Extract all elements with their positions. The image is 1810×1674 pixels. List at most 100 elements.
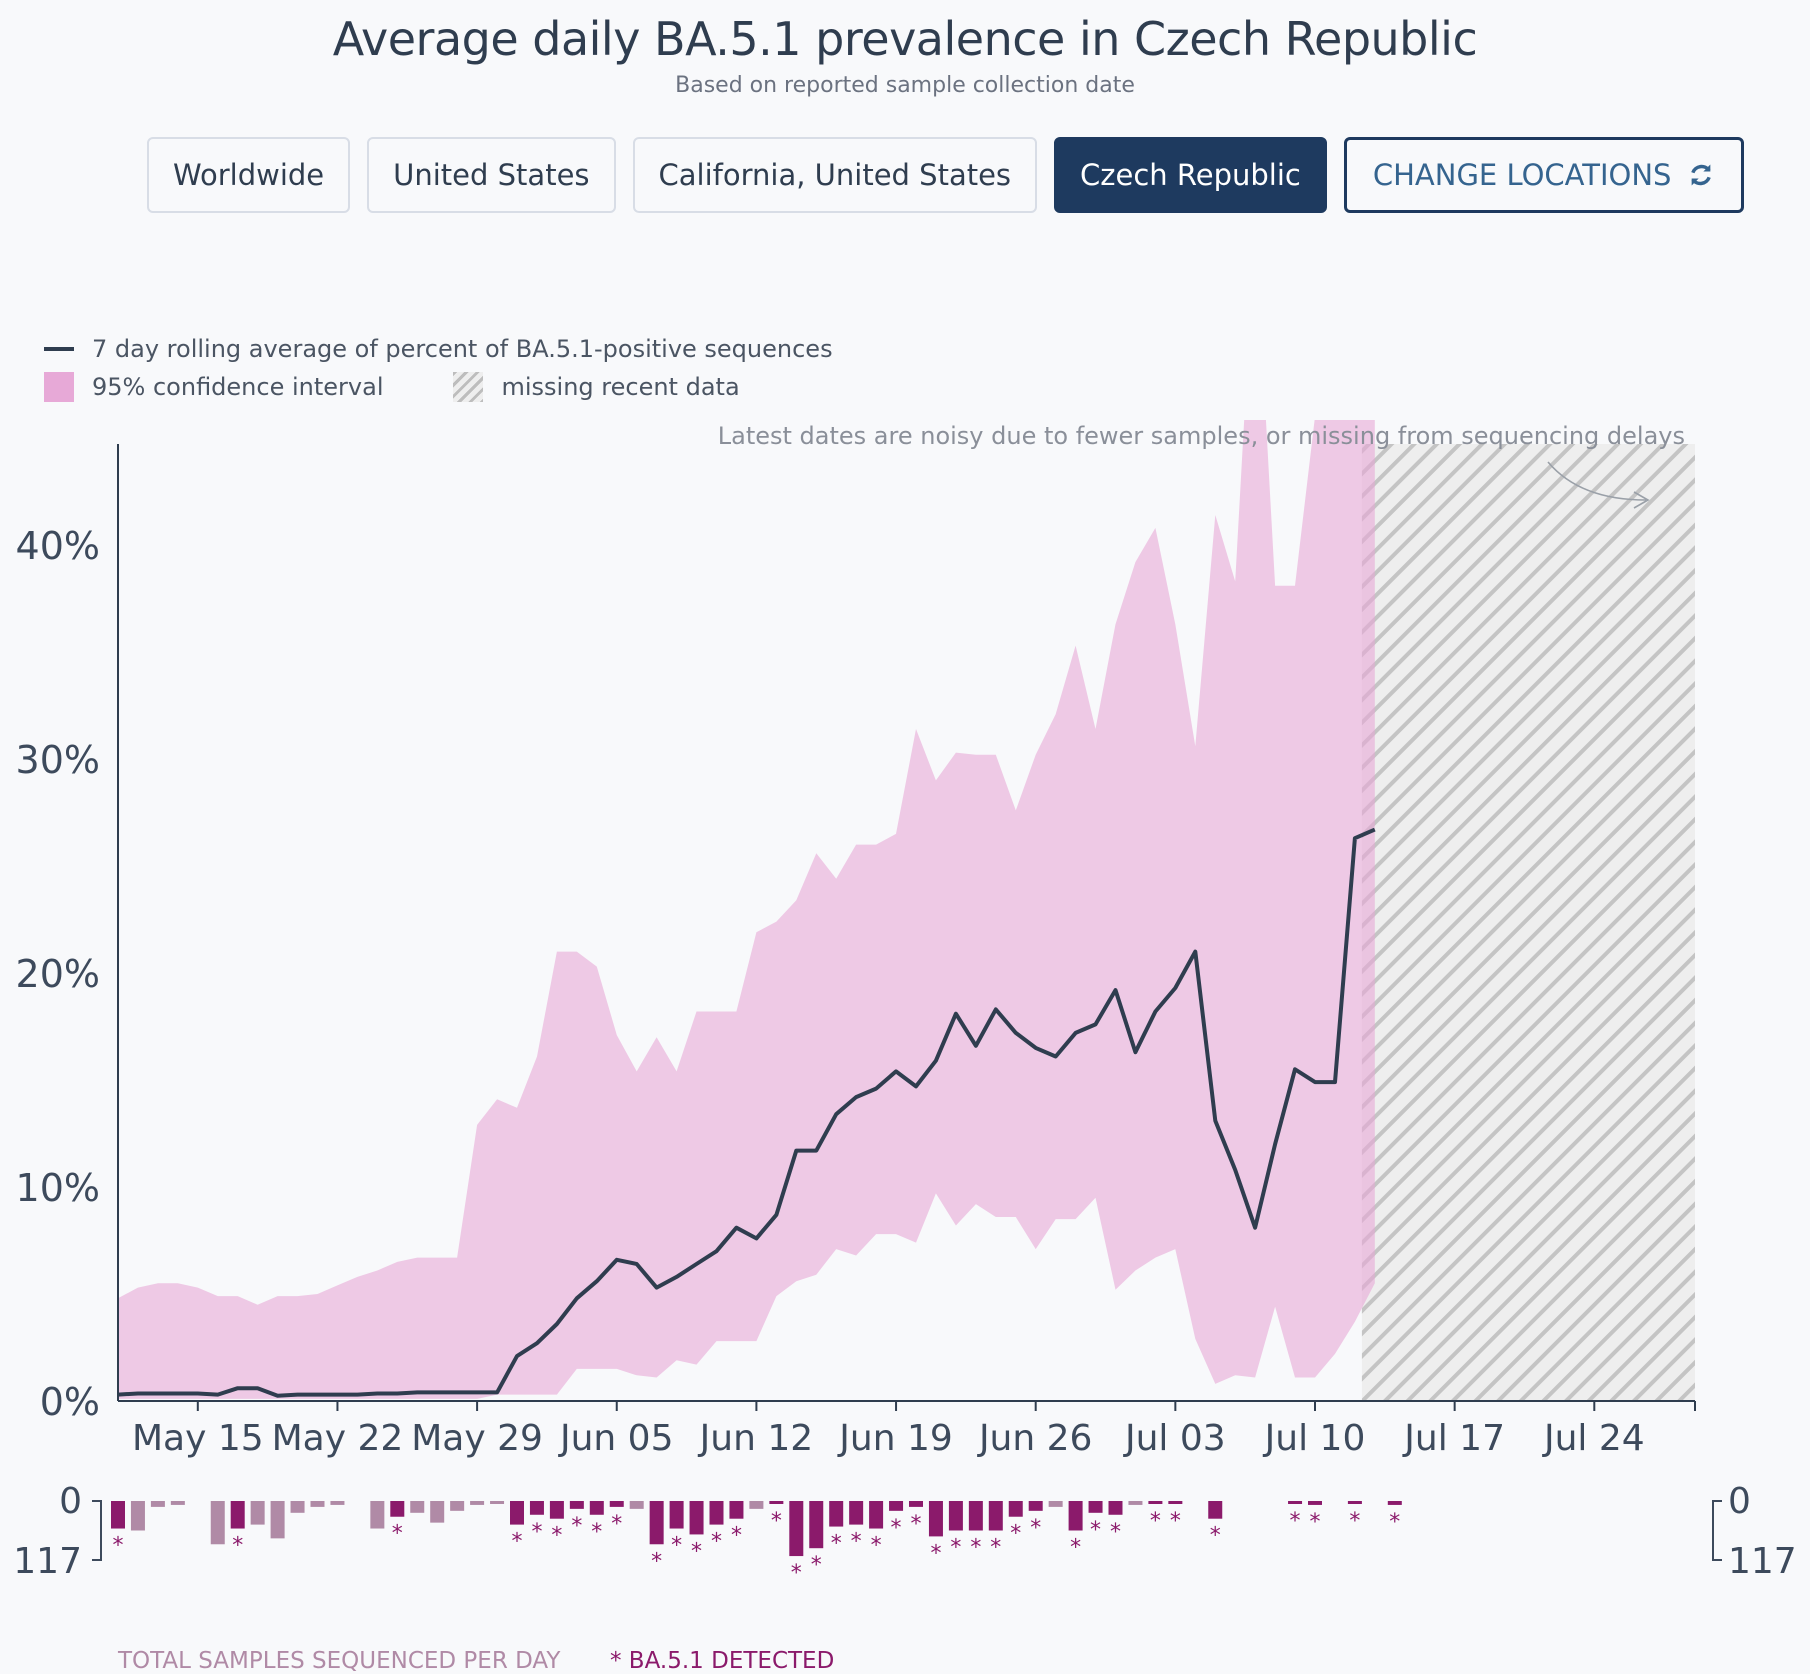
change-locations-label: CHANGE LOCATIONS	[1372, 158, 1672, 192]
location-button-california[interactable]: California, United States	[632, 137, 1038, 213]
detected-marker: *	[950, 1536, 961, 1561]
legend-line-entry: 7 day rolling average of percent of BA.5…	[44, 330, 833, 368]
annotation-arrow	[1547, 461, 1647, 501]
sample-bar	[330, 1501, 345, 1505]
sample-bar	[749, 1501, 764, 1509]
confidence-interval-band	[118, 420, 1375, 1399]
location-button-row: Worldwide United States California, Unit…	[147, 137, 1745, 213]
x-tick-label: Jun 26	[977, 1418, 1093, 1459]
sample-bar	[869, 1501, 884, 1529]
detected-marker: *	[113, 1534, 124, 1559]
sample-bar	[629, 1501, 644, 1509]
sample-bar	[390, 1501, 405, 1517]
detected-marker: *	[711, 1530, 722, 1555]
detected-marker: *	[811, 1553, 822, 1578]
total-samples-label: TOTAL SAMPLES SEQUENCED PER DAY	[117, 1648, 561, 1674]
x-tick-label: Jun 12	[698, 1418, 814, 1459]
detected-marker: *	[651, 1549, 662, 1574]
annotation-arrow-head	[1633, 491, 1650, 509]
sample-bar	[968, 1501, 983, 1531]
y-tick-label: 40%	[16, 524, 100, 568]
samples-axis-bottom-left: 117	[13, 1541, 82, 1582]
sample-bar	[649, 1501, 664, 1545]
detected-marker: *	[1110, 1520, 1121, 1545]
detected-marker: *	[891, 1516, 902, 1541]
sample-bar	[609, 1501, 624, 1507]
location-button-united-states[interactable]: United States	[367, 137, 616, 213]
sample-bar	[1308, 1501, 1322, 1505]
sample-bar	[928, 1501, 943, 1537]
sample-bar	[529, 1501, 544, 1515]
sample-bar	[988, 1501, 1003, 1531]
detected-label: * BA.5.1 DETECTED	[610, 1648, 834, 1674]
detected-marker: *	[232, 1534, 243, 1559]
sample-bar	[669, 1501, 684, 1529]
sample-bar	[370, 1501, 385, 1529]
noisy-data-annotation: Latest dates are noisy due to fewer samp…	[718, 422, 1685, 450]
detected-marker: *	[671, 1534, 682, 1559]
detected-marker: *	[1290, 1509, 1301, 1534]
x-tick-label: Jul 03	[1123, 1418, 1226, 1459]
sample-bar	[450, 1501, 465, 1511]
page-subtitle: Based on reported sample collection date	[675, 73, 1135, 98]
sample-bar	[549, 1501, 564, 1519]
detected-marker: *	[531, 1520, 542, 1545]
sample-bar	[1168, 1501, 1183, 1504]
location-button-worldwide[interactable]: Worldwide	[147, 137, 351, 213]
detected-marker: *	[1170, 1509, 1181, 1534]
refresh-icon	[1691, 164, 1712, 186]
sample-bar	[1288, 1501, 1303, 1504]
sample-bar	[948, 1501, 963, 1531]
legend-line-label: 7 day rolling average of percent of BA.5…	[92, 335, 833, 363]
detected-marker: *	[871, 1534, 882, 1559]
sample-bar	[1148, 1501, 1163, 1504]
detected-marker: *	[1010, 1522, 1021, 1547]
change-locations-button[interactable]: CHANGE LOCATIONS	[1343, 137, 1745, 213]
sample-bar	[470, 1501, 485, 1505]
sample-bar	[849, 1501, 864, 1525]
sample-bar	[111, 1501, 125, 1529]
sample-bar	[430, 1501, 445, 1523]
sample-bar	[1387, 1501, 1402, 1505]
samples-axis-bottom-right: 117	[1728, 1541, 1797, 1582]
rolling-average-line	[117, 827, 1376, 1398]
detected-marker: *	[551, 1524, 562, 1549]
location-button-czech-republic[interactable]: Czech Republic	[1054, 137, 1327, 213]
sample-bar	[1108, 1501, 1123, 1515]
samples-axis-top-left: 0	[59, 1481, 82, 1522]
sample-bar	[510, 1501, 524, 1525]
chart-legend: 7 day rolling average of percent of BA.5…	[44, 330, 833, 406]
y-tick-label: 0%	[40, 1380, 100, 1424]
x-tick-label: May 29	[411, 1418, 543, 1459]
sample-bar	[1088, 1501, 1103, 1513]
sample-bar	[310, 1501, 325, 1507]
x-tick-label: May 22	[272, 1418, 404, 1459]
y-tick-label: 10%	[16, 1166, 100, 1210]
sample-bar	[709, 1501, 724, 1525]
x-tick-label: May 15	[132, 1418, 264, 1459]
x-tick-label: Jul 17	[1402, 1418, 1505, 1459]
sample-bar	[130, 1501, 145, 1531]
detected-marker: *	[392, 1522, 403, 1547]
sample-bar	[569, 1501, 584, 1509]
sample-bar	[1028, 1501, 1043, 1511]
sample-bar	[1008, 1501, 1023, 1517]
detected-marker: *	[771, 1509, 782, 1534]
detected-marker: *	[831, 1532, 842, 1557]
sample-bar	[809, 1501, 824, 1549]
sample-bar	[729, 1501, 744, 1519]
detected-marker: *	[1150, 1509, 1161, 1534]
sample-bar	[290, 1501, 305, 1513]
y-tick-label: 30%	[16, 738, 100, 782]
detected-marker: *	[611, 1512, 622, 1537]
legend-missing-swatch	[453, 372, 484, 402]
detected-marker: *	[990, 1536, 1001, 1561]
samples-axis-top-right: 0	[1728, 1481, 1751, 1522]
sample-bar	[150, 1501, 165, 1507]
sample-bar	[829, 1501, 844, 1527]
sample-bar	[410, 1501, 425, 1513]
sample-bar	[250, 1501, 265, 1525]
detected-marker: *	[970, 1536, 981, 1561]
detected-marker: *	[1389, 1510, 1400, 1535]
